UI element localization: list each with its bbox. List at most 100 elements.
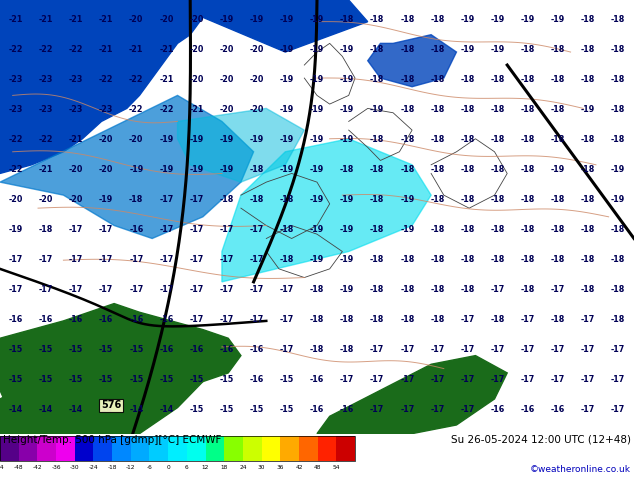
Text: -17: -17 xyxy=(250,225,264,234)
Text: -18: -18 xyxy=(581,255,595,264)
Text: -17: -17 xyxy=(219,225,234,234)
Text: -19: -19 xyxy=(551,165,565,174)
Bar xyxy=(280,437,299,461)
Text: -18: -18 xyxy=(611,315,625,324)
Text: -21: -21 xyxy=(39,15,53,24)
Text: -17: -17 xyxy=(581,315,595,324)
Text: -18: -18 xyxy=(370,165,384,174)
Bar xyxy=(0,437,355,461)
Text: -17: -17 xyxy=(219,285,234,294)
Text: -18: -18 xyxy=(430,315,444,324)
Text: 0: 0 xyxy=(166,465,170,470)
Text: -16: -16 xyxy=(69,315,83,324)
Text: -18: -18 xyxy=(460,285,475,294)
Text: -18: -18 xyxy=(551,315,565,324)
Text: -17: -17 xyxy=(190,255,204,264)
Text: -19: -19 xyxy=(99,195,113,204)
Text: -15: -15 xyxy=(39,375,53,384)
Text: -20: -20 xyxy=(250,45,264,54)
Text: 6: 6 xyxy=(185,465,189,470)
Text: -21: -21 xyxy=(129,45,143,54)
Text: -17: -17 xyxy=(491,375,505,384)
Text: 54: 54 xyxy=(333,465,340,470)
Text: -18: -18 xyxy=(310,315,324,324)
Text: -20: -20 xyxy=(219,75,234,84)
Text: -17: -17 xyxy=(430,345,444,354)
Text: -19: -19 xyxy=(310,255,324,264)
Text: -18: -18 xyxy=(581,195,595,204)
Text: -17: -17 xyxy=(400,345,415,354)
Text: -15: -15 xyxy=(219,375,234,384)
Text: -20: -20 xyxy=(219,45,234,54)
Text: -18: -18 xyxy=(460,75,475,84)
Text: -19: -19 xyxy=(340,105,354,114)
Bar xyxy=(318,437,337,461)
Text: -17: -17 xyxy=(159,225,174,234)
Text: -30: -30 xyxy=(70,465,79,470)
Text: -16: -16 xyxy=(190,345,204,354)
Text: -19: -19 xyxy=(9,225,23,234)
Text: -22: -22 xyxy=(129,105,143,114)
Text: -17: -17 xyxy=(250,285,264,294)
Text: -21: -21 xyxy=(190,105,204,114)
Text: -18: -18 xyxy=(521,285,535,294)
Text: -18: -18 xyxy=(400,285,415,294)
Text: -15: -15 xyxy=(190,375,204,384)
Text: -18: -18 xyxy=(400,165,415,174)
Text: -18: -18 xyxy=(310,285,324,294)
Text: -20: -20 xyxy=(129,15,143,24)
Text: -17: -17 xyxy=(39,255,53,264)
Text: -20: -20 xyxy=(69,165,83,174)
Text: -19: -19 xyxy=(280,75,294,84)
Text: -18: -18 xyxy=(611,15,625,24)
Text: -19: -19 xyxy=(340,255,354,264)
Text: -20: -20 xyxy=(190,15,204,24)
Text: -20: -20 xyxy=(250,75,264,84)
Text: -18: -18 xyxy=(370,225,384,234)
Text: -19: -19 xyxy=(159,135,174,144)
Text: -20: -20 xyxy=(39,195,53,204)
Text: -17: -17 xyxy=(99,285,113,294)
Text: -17: -17 xyxy=(190,315,204,324)
Text: -18: -18 xyxy=(430,255,444,264)
Text: -17: -17 xyxy=(460,315,475,324)
Text: -18: -18 xyxy=(611,285,625,294)
Text: -19: -19 xyxy=(611,165,625,174)
Polygon shape xyxy=(0,0,203,173)
Text: -17: -17 xyxy=(370,405,384,415)
Text: -15: -15 xyxy=(280,375,294,384)
Text: -18: -18 xyxy=(400,135,415,144)
Polygon shape xyxy=(0,338,203,434)
Text: -17: -17 xyxy=(581,405,595,415)
Text: -23: -23 xyxy=(99,105,113,114)
Text: -18: -18 xyxy=(551,225,565,234)
Text: -17: -17 xyxy=(219,255,234,264)
Text: -15: -15 xyxy=(129,375,143,384)
Text: -20: -20 xyxy=(129,135,143,144)
Text: -18: -18 xyxy=(340,15,354,24)
Text: -17: -17 xyxy=(280,285,294,294)
Text: -16: -16 xyxy=(491,405,505,415)
Text: 48: 48 xyxy=(314,465,321,470)
Text: -22: -22 xyxy=(69,45,83,54)
Text: 576: 576 xyxy=(101,400,121,411)
Text: -18: -18 xyxy=(310,345,324,354)
Text: -16: -16 xyxy=(521,405,535,415)
Text: -17: -17 xyxy=(190,285,204,294)
Text: -14: -14 xyxy=(9,405,23,415)
Text: -17: -17 xyxy=(69,225,83,234)
Text: -17: -17 xyxy=(611,405,625,415)
Text: -16: -16 xyxy=(250,345,264,354)
Text: -22: -22 xyxy=(129,75,143,84)
Text: -17: -17 xyxy=(611,375,625,384)
Text: -17: -17 xyxy=(551,375,565,384)
Text: -17: -17 xyxy=(250,315,264,324)
Text: -17: -17 xyxy=(521,315,535,324)
Bar xyxy=(56,437,75,461)
Bar xyxy=(243,437,262,461)
Text: -21: -21 xyxy=(99,45,113,54)
Text: -22: -22 xyxy=(9,45,23,54)
Text: -24: -24 xyxy=(89,465,98,470)
Text: -15: -15 xyxy=(190,405,204,415)
Text: -48: -48 xyxy=(14,465,23,470)
